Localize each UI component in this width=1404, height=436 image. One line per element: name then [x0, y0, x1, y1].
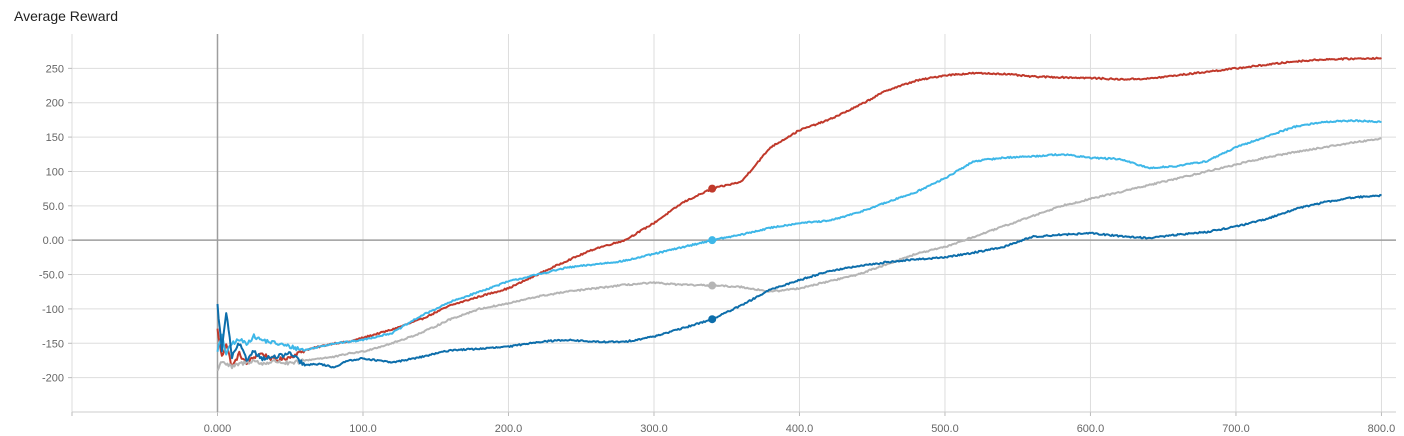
- y-tick-label: -50.0: [39, 270, 64, 282]
- hover-point[interactable]: [708, 315, 717, 324]
- y-tick-label: 100: [46, 166, 64, 178]
- hover-point[interactable]: [708, 281, 717, 290]
- x-tick-label: 400.0: [786, 423, 814, 435]
- hover-markers: [708, 184, 717, 324]
- series-lines: [216, 56, 1382, 372]
- x-tick-label: 300.0: [640, 423, 668, 435]
- y-tick-label: 150: [46, 132, 64, 144]
- series-line[interactable]: [216, 137, 1382, 372]
- series-line[interactable]: [216, 193, 1382, 369]
- x-tick-label: 700.0: [1222, 423, 1250, 435]
- y-tick-label: 0.00: [43, 235, 64, 247]
- grid-lines: [71, 34, 1396, 412]
- x-tick-label: 500.0: [931, 423, 959, 435]
- y-axis-tick-labels: -200 -150 -100 -50.0 0.00 50.0 100 150 200 250: [39, 63, 64, 384]
- x-tick-label: 800.0: [1368, 423, 1396, 435]
- series-line[interactable]: [216, 119, 1382, 356]
- x-tick-label: 0.000: [204, 423, 232, 435]
- y-tick-label: 50.0: [43, 201, 64, 213]
- hover-point[interactable]: [708, 184, 717, 193]
- x-tick-label: 100.0: [349, 423, 377, 435]
- y-tick-label: 200: [46, 98, 64, 110]
- x-axis-tick-labels: 0.000 100.0 200.0 300.0 400.0 500.0 600.0 700.0…: [204, 423, 1395, 435]
- x-tick-label: 600.0: [1077, 423, 1105, 435]
- x-tick-label: 200.0: [495, 423, 523, 435]
- y-tick-label: -150: [42, 338, 64, 350]
- hover-point[interactable]: [708, 236, 717, 245]
- y-tick-label: -100: [42, 304, 64, 316]
- chart-title: Average Reward: [14, 8, 119, 24]
- y-tick-label: 250: [46, 63, 64, 75]
- y-tick-label: -200: [42, 373, 64, 385]
